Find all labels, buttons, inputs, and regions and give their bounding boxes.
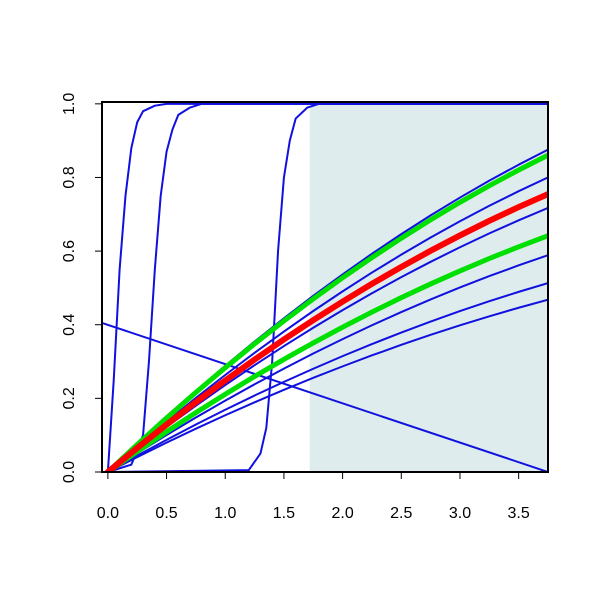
y-tick-label: 0.6 xyxy=(61,240,78,262)
y-tick-label: 0.0 xyxy=(61,461,78,483)
curve xyxy=(105,152,548,472)
curve xyxy=(106,282,548,472)
curve xyxy=(102,321,548,472)
x-tick-label: 2.0 xyxy=(331,505,353,522)
plot-box xyxy=(101,101,549,473)
x-tick-label: 3.0 xyxy=(449,505,471,522)
x-tick-label: 0.0 xyxy=(97,505,119,522)
x-tick-label: 3.5 xyxy=(508,505,530,522)
line-layer xyxy=(102,102,548,472)
curve xyxy=(106,298,548,472)
curve xyxy=(106,102,548,472)
y-tick-label: 1.0 xyxy=(61,93,78,115)
y-tick-label: 0.4 xyxy=(61,314,78,336)
y-tick-label: 0.2 xyxy=(61,387,78,409)
curve xyxy=(106,102,548,472)
curve xyxy=(105,233,548,472)
y-tick-label: 0.8 xyxy=(61,166,78,188)
shade-layer xyxy=(309,103,548,473)
axis-layer: 0.0 0.2 0.4 0.6 0.8 1.0 0.0 0.5 1.0 1.5 2.0 2.5 3.0 3… xyxy=(61,93,549,522)
x-tick-label: 2.5 xyxy=(390,505,412,522)
curve xyxy=(106,254,548,472)
x-tick-label: 1.5 xyxy=(273,505,295,522)
x-tick-label: 0.5 xyxy=(155,505,177,522)
x-tick-label: 1.0 xyxy=(214,505,236,522)
curve xyxy=(104,191,548,472)
shaded-region xyxy=(309,103,548,473)
